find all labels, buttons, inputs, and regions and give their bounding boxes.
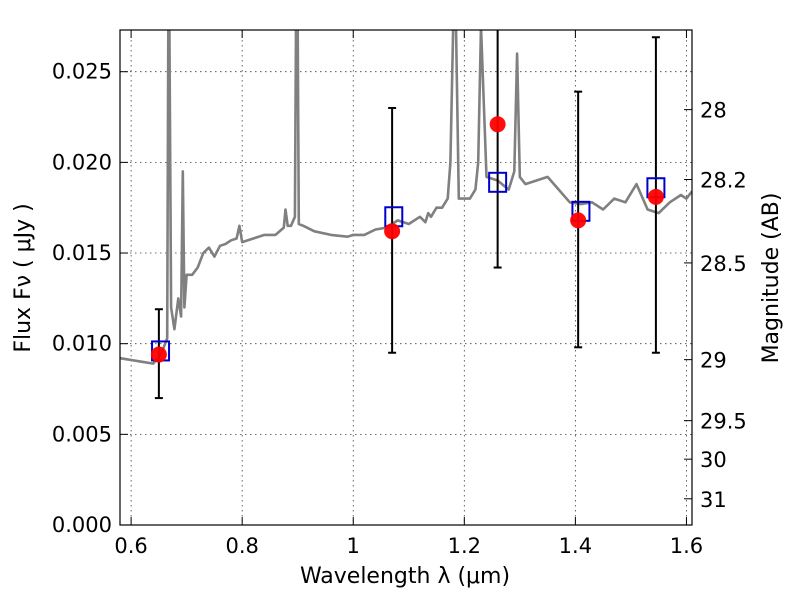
x-tick-label: 1.2: [448, 534, 481, 558]
y-tick-label: 0.020: [52, 150, 112, 174]
errorbar-layer: [154, 30, 660, 400]
x-tick-label: 0.6: [114, 534, 147, 558]
y-tick-label: 0.005: [52, 422, 112, 446]
x-axis: 0.6 0.8 1 1.2 1.4 1.6: [114, 30, 703, 558]
y-axis: 0.000 0.005 0.010 0.015 0.020 0.025: [52, 60, 128, 537]
y-axis-label: Flux Fν ( μJy ): [11, 203, 36, 352]
y2-tick-label: 31: [700, 488, 727, 512]
model-marker-layer: [151, 171, 666, 362]
y2-axis-label: Magnitude (AB): [759, 193, 784, 364]
y-tick-label: 0.015: [52, 241, 112, 265]
x-axis-label: Wavelength λ (μm): [300, 564, 510, 589]
observed-marker-layer: [150, 116, 664, 363]
grid-layer: [120, 30, 692, 526]
x-tick-label: 1.6: [670, 534, 703, 558]
y2-tick-label: 29: [700, 349, 727, 373]
observed-point: [570, 212, 587, 229]
observed-point: [647, 188, 664, 205]
y-tick-label: 0.025: [52, 60, 112, 84]
model-point: [488, 171, 508, 193]
spectrum-layer: [120, 30, 692, 365]
x-tick-label: 1: [347, 534, 360, 558]
spectrum-line: [120, 30, 692, 365]
y2-tick-label: 30: [700, 448, 727, 472]
x-tick-label: 1.4: [559, 534, 592, 558]
y2-axis: 28 28.2 28.5 29 29.5 30 31: [684, 99, 747, 512]
y2-tick-label: 28: [700, 99, 727, 123]
y-tick-label: 0.000: [52, 513, 112, 537]
y-tick-label: 0.010: [52, 332, 112, 356]
observed-point: [489, 116, 506, 133]
y2-tick-label: 28.5: [700, 252, 747, 276]
plot-frame: [119, 29, 693, 526]
x-tick-label: 0.8: [225, 534, 258, 558]
observed-point: [150, 346, 167, 363]
observed-point: [384, 223, 401, 240]
y2-tick-label: 29.5: [700, 410, 747, 434]
y2-tick-label: 28.2: [700, 169, 747, 193]
